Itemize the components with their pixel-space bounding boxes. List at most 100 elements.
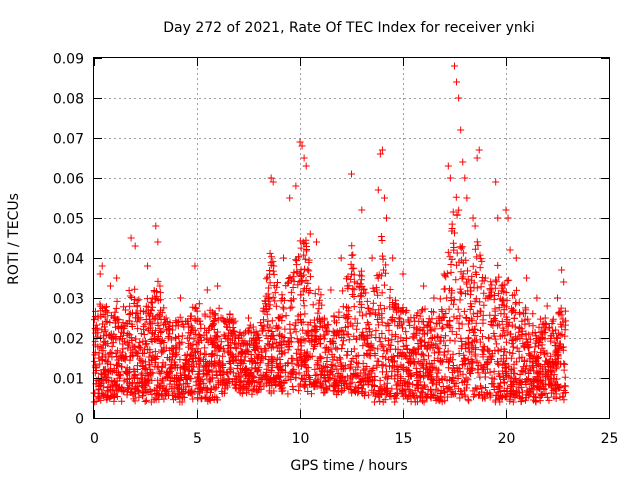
- data-point: [449, 208, 457, 216]
- ticks-layer: 0 0.01 0.02 0.03 0.04 0.05 0.06 0.07 0.08 0.09 0 5 1…: [53, 52, 619, 448]
- data-point: [360, 351, 368, 359]
- data-point: [311, 371, 319, 379]
- data-point: [536, 338, 544, 346]
- data-point: [374, 390, 382, 398]
- data-point: [292, 256, 300, 264]
- data-point: [542, 321, 550, 329]
- data-point: [333, 332, 341, 340]
- data-point: [148, 320, 156, 328]
- data-point: [502, 364, 510, 372]
- data-point: [233, 364, 241, 372]
- data-point: [95, 393, 103, 401]
- data-point: [269, 257, 277, 265]
- data-point: [202, 362, 210, 370]
- data-point: [552, 326, 560, 334]
- data-point: [331, 362, 339, 370]
- data-point: [424, 321, 432, 329]
- data-point: [158, 336, 166, 344]
- data-point: [284, 359, 292, 367]
- data-point: [427, 376, 435, 384]
- data-point: [499, 367, 507, 375]
- data-point: [465, 397, 473, 405]
- data-point: [103, 331, 111, 339]
- data-point: [148, 390, 156, 398]
- data-point: [220, 347, 228, 355]
- data-point: [312, 332, 320, 340]
- data-point: [504, 214, 512, 222]
- data-point: [473, 238, 481, 246]
- data-point: [300, 382, 308, 390]
- data-point: [195, 300, 203, 308]
- data-point: [467, 300, 475, 308]
- x-tick-label: 20: [498, 431, 516, 447]
- data-point: [117, 363, 125, 371]
- data-point: [442, 309, 450, 317]
- data-point: [327, 361, 335, 369]
- data-point: [229, 327, 237, 335]
- data-point: [392, 331, 400, 339]
- data-point: [273, 283, 281, 291]
- data-point: [495, 383, 503, 391]
- data-point: [540, 385, 548, 393]
- data-point: [106, 383, 114, 391]
- data-point: [148, 330, 156, 338]
- data-point: [207, 337, 215, 345]
- data-point: [288, 359, 296, 367]
- data-point: [371, 383, 379, 391]
- data-point: [294, 338, 302, 346]
- data-point: [117, 324, 125, 332]
- data-point: [135, 378, 143, 386]
- data-point: [112, 349, 120, 357]
- data-point: [357, 378, 365, 386]
- data-point: [172, 333, 180, 341]
- data-point: [411, 394, 419, 402]
- data-point: [281, 368, 289, 376]
- data-point: [347, 363, 355, 371]
- data-point: [336, 377, 344, 385]
- data-point: [538, 344, 546, 352]
- data-point: [127, 234, 135, 242]
- data-point: [266, 323, 274, 331]
- data-point: [249, 377, 257, 385]
- data-point: [491, 307, 499, 315]
- data-point: [308, 390, 316, 398]
- data-point: [508, 387, 516, 395]
- data-point: [402, 391, 410, 399]
- data-point: [405, 358, 413, 366]
- data-point: [492, 391, 500, 399]
- data-point: [496, 388, 504, 396]
- data-point: [109, 339, 117, 347]
- data-point: [190, 363, 198, 371]
- data-point: [201, 344, 209, 352]
- data-point: [371, 310, 379, 318]
- data-point: [179, 362, 187, 370]
- data-point: [459, 158, 467, 166]
- data-point: [94, 389, 102, 397]
- data-point: [301, 337, 309, 345]
- data-point: [392, 381, 400, 389]
- data-point: [118, 384, 126, 392]
- data-point: [381, 386, 389, 394]
- data-point: [380, 305, 388, 313]
- data-point: [197, 395, 205, 403]
- data-point: [471, 332, 479, 340]
- data-point: [254, 331, 262, 339]
- data-point: [337, 373, 345, 381]
- data-point: [126, 302, 134, 310]
- data-point: [180, 363, 188, 371]
- data-point: [505, 276, 513, 284]
- data-point: [170, 358, 178, 366]
- data-point: [312, 323, 320, 331]
- data-point: [142, 396, 150, 404]
- data-point: [360, 335, 368, 343]
- data-point: [440, 270, 448, 278]
- data-point: [249, 358, 257, 366]
- data-point: [451, 382, 459, 390]
- data-point: [440, 314, 448, 322]
- data-point: [220, 331, 228, 339]
- data-point: [305, 335, 313, 343]
- data-point: [384, 320, 392, 328]
- data-point: [272, 339, 280, 347]
- data-point: [310, 316, 318, 324]
- data-point: [321, 377, 329, 385]
